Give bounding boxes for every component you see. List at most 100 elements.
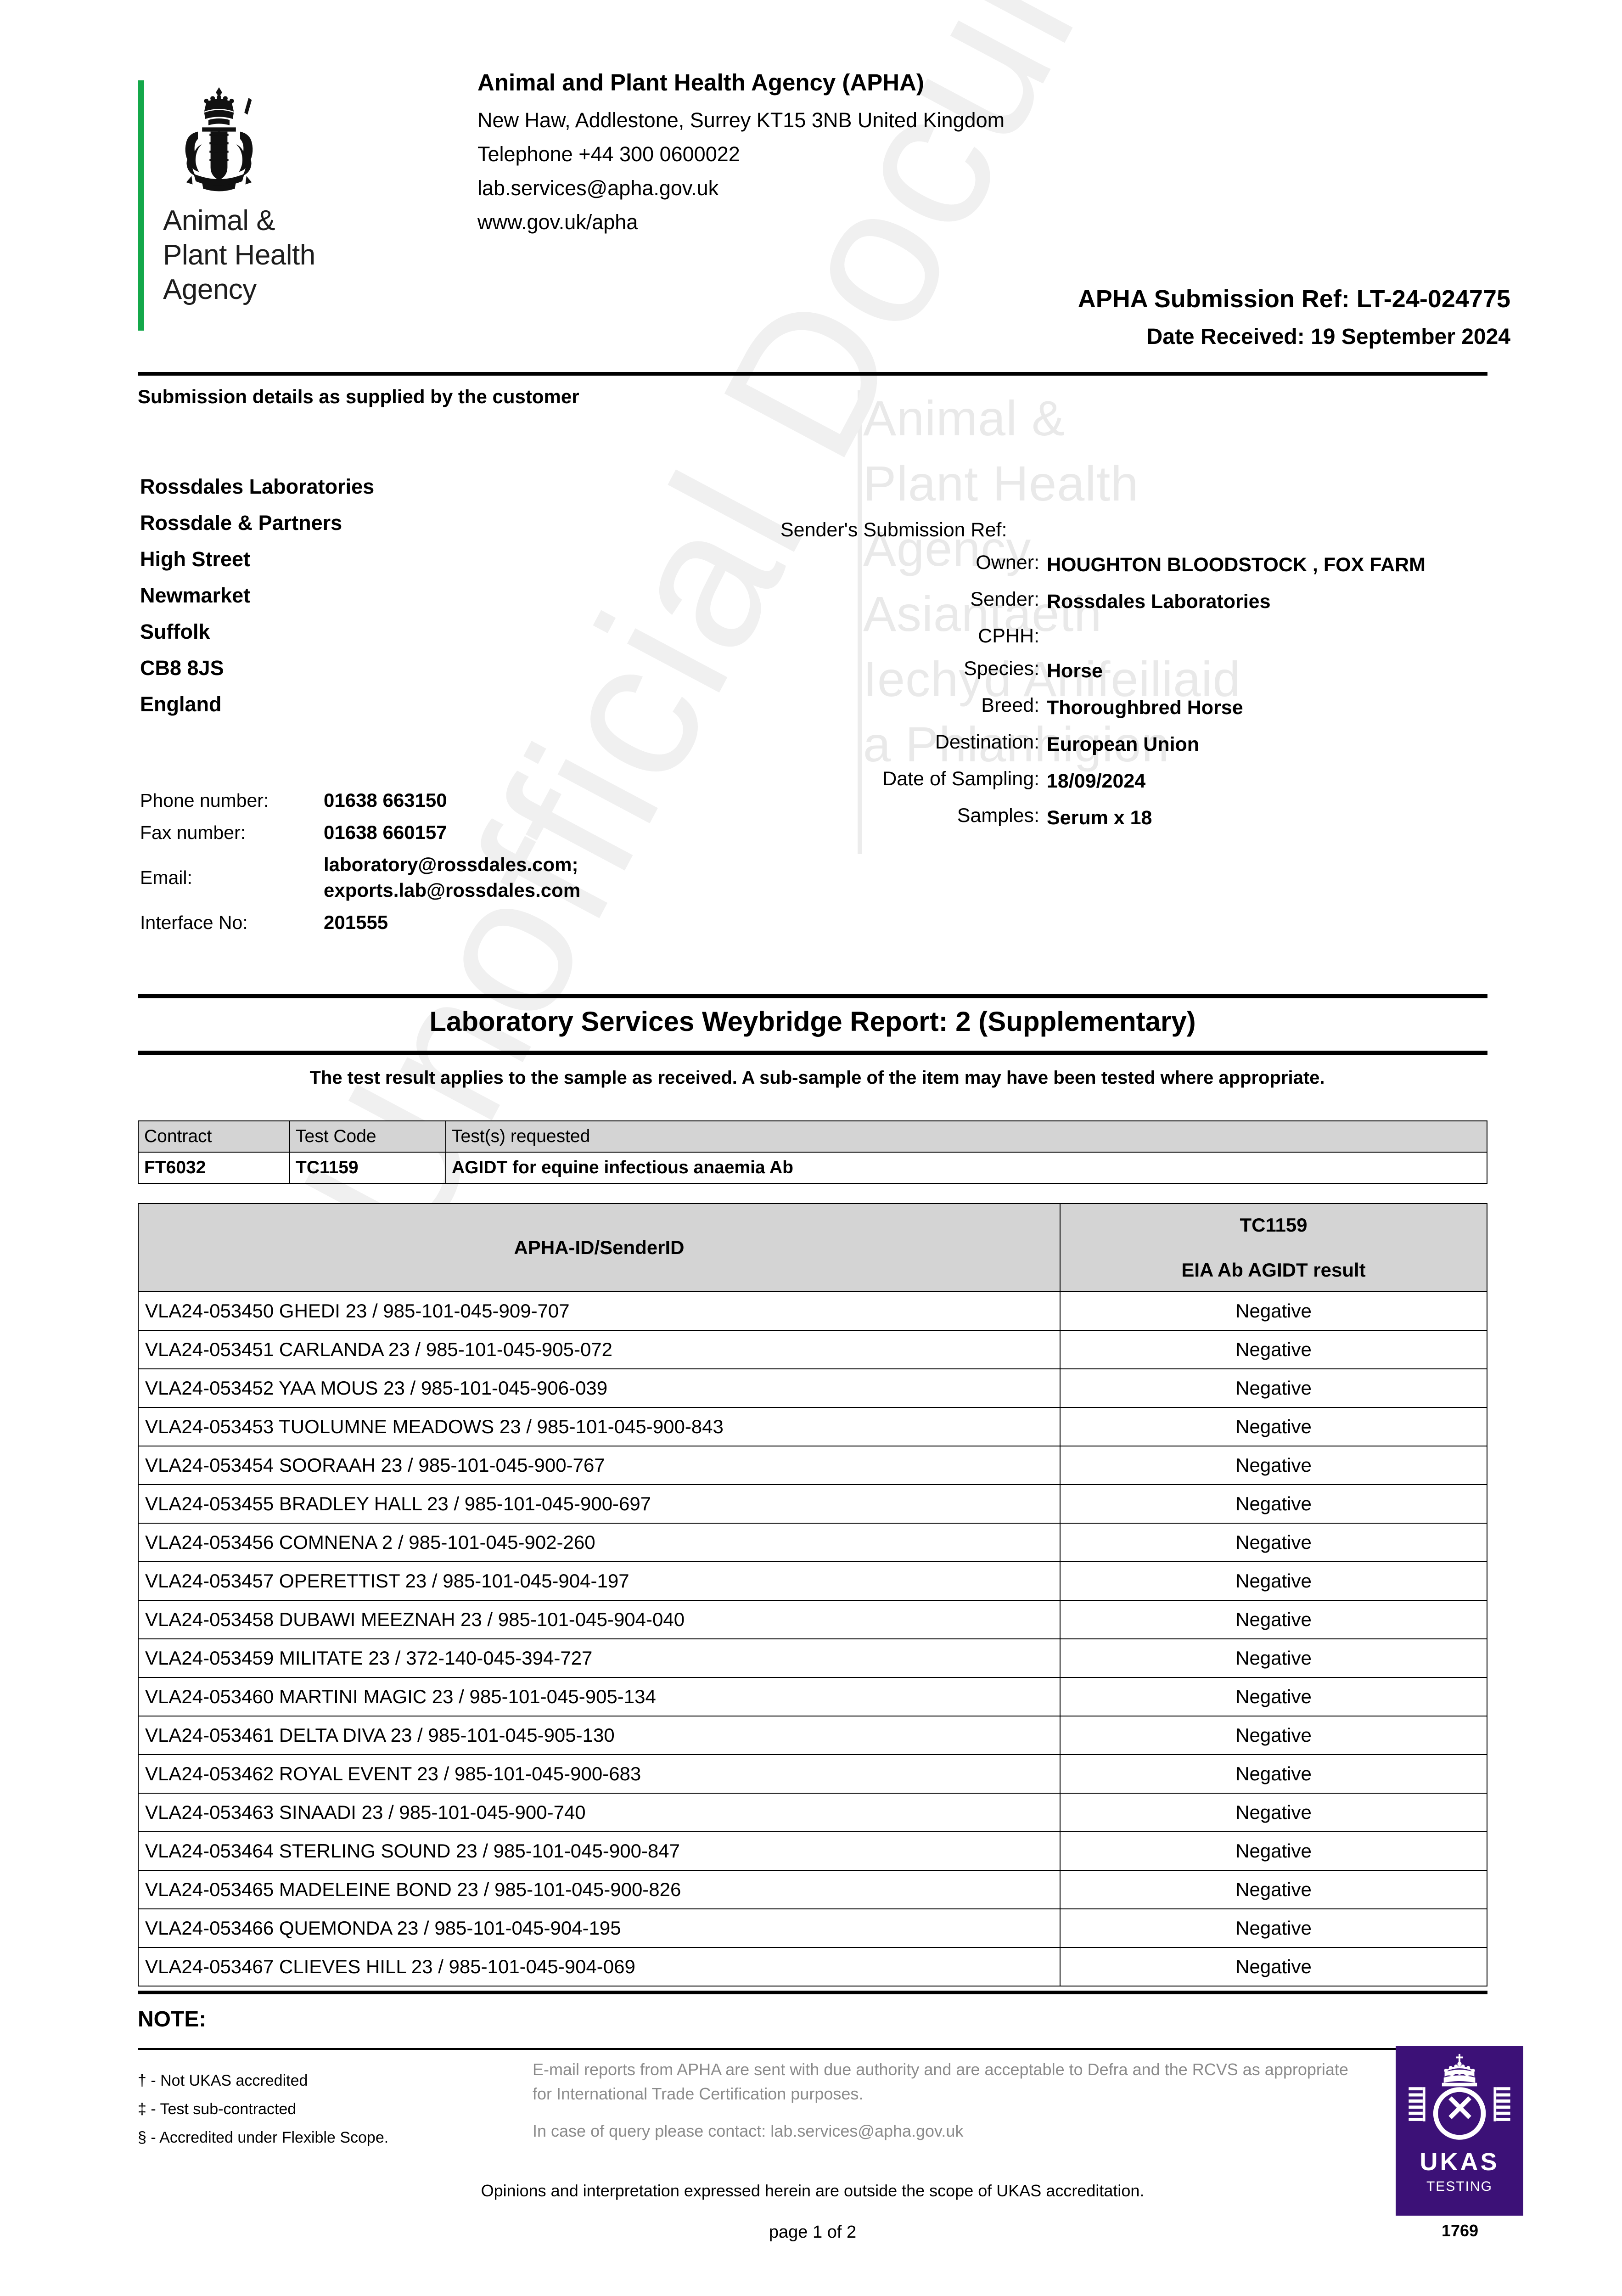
results-cell-apha-id: VLA24-053457 OPERETTIST 23 / 985-101-045… (138, 1561, 1061, 1601)
address-line-2: Rossdale & Partners (140, 511, 342, 535)
ukas-accreditation-mark: UKAS TESTING 1769 (1396, 2046, 1524, 2240)
contact-row-email: Email: laboratory@rossdales.com; exports… (140, 852, 737, 903)
results-cell-apha-id: VLA24-053462 ROYAL EVENT 23 / 985-101-04… (138, 1754, 1061, 1794)
results-cell-result: Negative (1060, 1908, 1487, 1948)
key-not-ukas-accredited: † - Not UKAS accredited (138, 2072, 308, 2089)
submission-ref-block: APHA Submission Ref: LT-24-024775 Date R… (459, 285, 1510, 349)
email-disclaimer: E-mail reports from APHA are sent with d… (533, 2057, 1350, 2156)
results-cell-apha-id: VLA24-053463 SINAADI 23 / 985-101-045-90… (138, 1793, 1061, 1832)
contact-value-email: laboratory@rossdales.com; exports.lab@ro… (324, 854, 581, 901)
results-table: APHA-ID/SenderID TC1159 EIA Ab AGIDT res… (138, 1203, 1487, 1986)
submission-details-header: Submission details as supplied by the cu… (138, 386, 579, 407)
watermark-line-2: Plant Health (863, 456, 1139, 511)
results-table-row: VLA24-053454 SOORAAH 23 / 985-101-045-90… (138, 1446, 1487, 1485)
organisation-details: Animal and Plant Health Agency (APHA) Ne… (477, 69, 1350, 239)
results-cell-result: Negative (1060, 1831, 1487, 1871)
meta-value-destination: European Union (1047, 733, 1200, 755)
address-line-6: CB8 8JS (140, 656, 224, 680)
meta-row-species: Species: Horse (780, 658, 1515, 684)
tests-requested-table: Contract Test Code Test(s) requested FT6… (138, 1120, 1487, 1184)
accreditation-key-list: † - Not UKAS accredited ‡ - Test sub-con… (138, 2066, 505, 2152)
logo-line-1: Animal & (163, 205, 275, 236)
organisation-telephone: Telephone +44 300 0600022 (477, 142, 740, 166)
logo-line-2: Plant Health (163, 239, 315, 271)
organisation-email: lab.services@apha.gov.uk (477, 176, 719, 200)
meta-value-owner: HOUGHTON BLOODSTOCK , FOX FARM (1047, 554, 1426, 576)
meta-label-species: Species: (964, 658, 1039, 680)
results-header-row: APHA-ID/SenderID TC1159 EIA Ab AGIDT res… (138, 1203, 1487, 1292)
results-table-row: VLA24-053457 OPERETTIST 23 / 985-101-045… (138, 1561, 1487, 1601)
results-cell-result: Negative (1060, 1368, 1487, 1408)
contact-row-interface: Interface No: 201555 (140, 910, 737, 935)
results-cell-result: Negative (1060, 1330, 1487, 1369)
report-top-rule (138, 994, 1487, 998)
page-number: page 1 of 2 (769, 2223, 857, 2242)
results-cell-apha-id: VLA24-053458 DUBAWI MEEZNAH 23 / 985-101… (138, 1600, 1061, 1639)
ukas-subtitle: TESTING (1426, 2179, 1493, 2194)
meta-row-senders-ref: Sender's Submission Ref: (780, 519, 1515, 541)
ukas-accreditation-number: 1769 (1441, 2221, 1479, 2240)
results-table-row: VLA24-053452 YAA MOUS 23 / 985-101-045-9… (138, 1368, 1487, 1408)
logo-line-3: Agency (163, 274, 257, 305)
meta-label-cphh: CPHH: (978, 625, 1039, 647)
results-table-row: VLA24-053463 SINAADI 23 / 985-101-045-90… (138, 1793, 1487, 1832)
results-header-test-name: EIA Ab AGIDT result (1181, 1259, 1366, 1281)
address-line-1: Rossdales Laboratories (140, 475, 375, 498)
results-cell-result: Negative (1060, 1291, 1487, 1331)
results-table-row: VLA24-053450 GHEDI 23 / 985-101-045-909-… (138, 1291, 1487, 1331)
submission-meta: Sender's Submission Ref: Owner: HOUGHTON… (780, 519, 1515, 841)
results-cell-result: Negative (1060, 1407, 1487, 1446)
address-line-7: England (140, 692, 222, 716)
royal-crest-icon (185, 87, 253, 191)
tests-table-row: FT6032 TC1159 AGIDT for equine infectiou… (138, 1152, 1487, 1184)
tests-header-contract: Contract (138, 1120, 290, 1153)
ukas-wordmark: UKAS (1420, 2148, 1499, 2176)
results-cell-result: Negative (1060, 1677, 1487, 1716)
results-cell-apha-id: VLA24-053450 GHEDI 23 / 985-101-045-909-… (138, 1291, 1061, 1331)
meta-value-breed: Thoroughbred Horse (1047, 697, 1243, 719)
customer-contact-details: Phone number: 01638 663150 Fax number: 0… (140, 788, 737, 942)
note-label: NOTE: (138, 2007, 207, 2032)
results-cell-result: Negative (1060, 1870, 1487, 1909)
results-cell-result: Negative (1060, 1484, 1487, 1524)
contact-label-email: Email: (140, 867, 192, 888)
meta-row-sender: Sender: Rossdales Laboratories (780, 588, 1515, 615)
results-cell-apha-id: VLA24-053464 STERLING SOUND 23 / 985-101… (138, 1831, 1061, 1871)
meta-label-owner: Owner: (976, 551, 1039, 574)
tests-table-header-row: Contract Test Code Test(s) requested (138, 1120, 1487, 1153)
report-title: Laboratory Services Weybridge Report: 2 … (429, 1006, 1196, 1037)
results-cell-result: Negative (1060, 1523, 1487, 1562)
meta-value-samples: Serum x 18 (1047, 807, 1152, 829)
address-line-5: Suffolk (140, 620, 210, 643)
results-table-row: VLA24-053458 DUBAWI MEEZNAH 23 / 985-101… (138, 1600, 1487, 1639)
contact-value-phone: 01638 663150 (324, 789, 447, 811)
results-cell-result: Negative (1060, 1947, 1487, 1986)
contact-label-interface: Interface No: (140, 912, 248, 933)
key-test-sub-contracted: ‡ - Test sub-contracted (138, 2100, 297, 2118)
results-table-row: VLA24-053467 CLIEVES HILL 23 / 985-101-0… (138, 1947, 1487, 1986)
report-bottom-rule (138, 1051, 1487, 1055)
results-table-row: VLA24-053462 ROYAL EVENT 23 / 985-101-04… (138, 1754, 1487, 1794)
results-cell-result: Negative (1060, 1716, 1487, 1755)
results-cell-result: Negative (1060, 1793, 1487, 1832)
results-table-row: VLA24-053455 BRADLEY HALL 23 / 985-101-0… (138, 1484, 1487, 1524)
note-divider-rule (138, 2048, 1487, 2050)
results-cell-apha-id: VLA24-053454 SOORAAH 23 / 985-101-045-90… (138, 1446, 1061, 1485)
results-cell-apha-id: VLA24-053451 CARLANDA 23 / 985-101-045-9… (138, 1330, 1061, 1369)
meta-label-samples: Samples: (957, 805, 1039, 827)
results-header-test-code: TC1159 (1240, 1214, 1308, 1236)
meta-value-date-of-sampling: 18/09/2024 (1047, 770, 1146, 792)
results-header-apha-id: APHA-ID/SenderID (138, 1203, 1061, 1292)
results-table-row: VLA24-053464 STERLING SOUND 23 / 985-101… (138, 1831, 1487, 1871)
meta-label-date-of-sampling: Date of Sampling: (882, 768, 1039, 790)
results-cell-apha-id: VLA24-053459 MILITATE 23 / 372-140-045-3… (138, 1638, 1061, 1678)
meta-row-destination: Destination: European Union (780, 731, 1515, 758)
organisation-address: New Haw, Addlestone, Surrey KT15 3NB Uni… (477, 108, 1005, 132)
organisation-title: Animal and Plant Health Agency (APHA) (477, 69, 924, 96)
results-header-test: TC1159 EIA Ab AGIDT result (1060, 1203, 1487, 1292)
date-received: Date Received: 19 September 2024 (1146, 325, 1510, 349)
opinions-statement: Opinions and interpretation expressed he… (481, 2181, 1145, 2200)
results-table-row: VLA24-053460 MARTINI MAGIC 23 / 985-101-… (138, 1677, 1487, 1716)
meta-row-date-of-sampling: Date of Sampling: 18/09/2024 (780, 768, 1515, 794)
